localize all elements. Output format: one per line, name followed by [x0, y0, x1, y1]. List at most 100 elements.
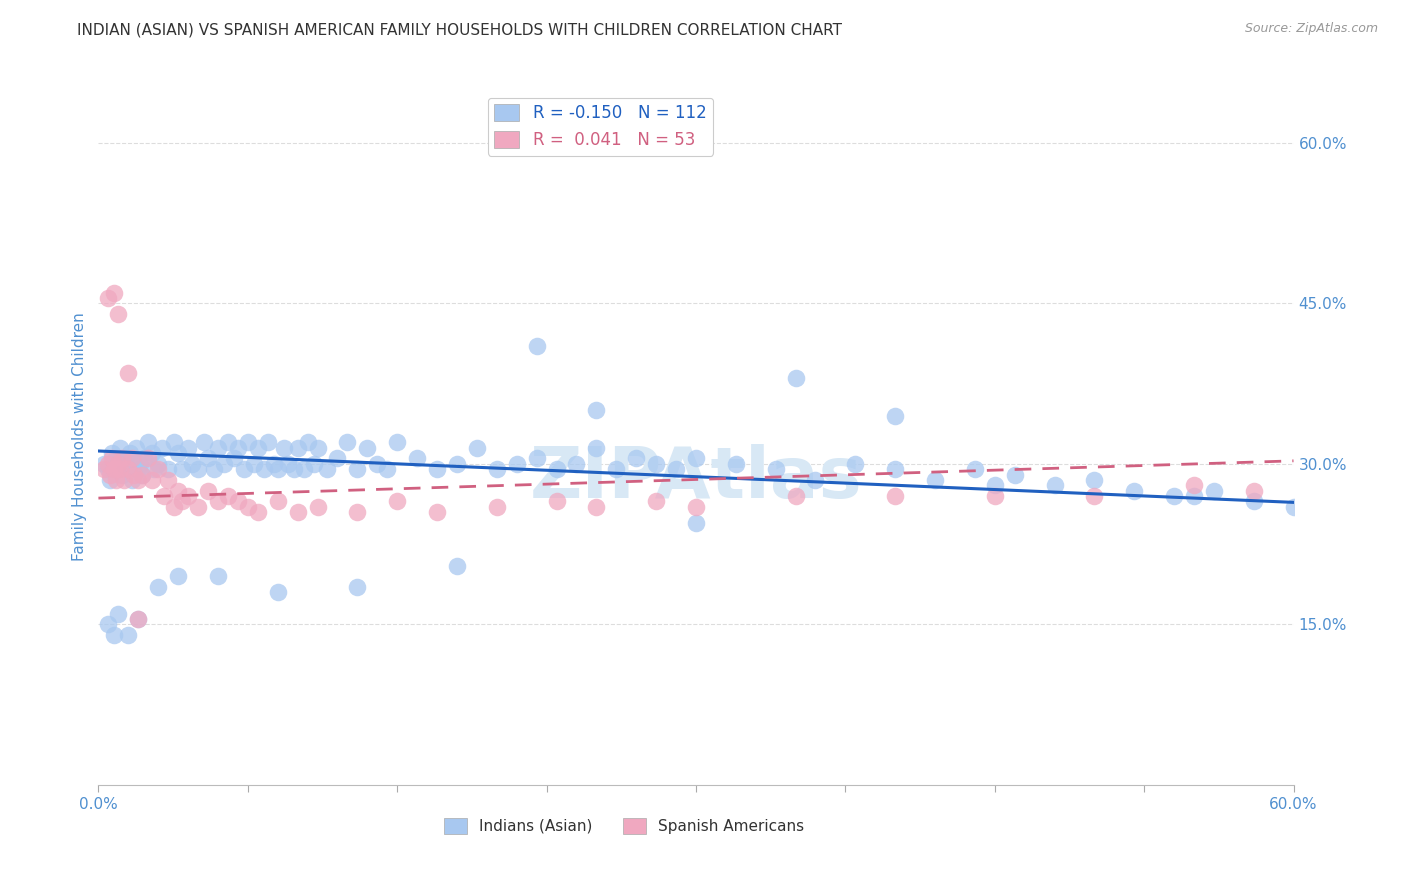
Point: [232, 462, 254, 476]
Point: [485, 500, 508, 514]
Point: [125, 441, 148, 455]
Point: [724, 457, 747, 471]
Point: [127, 462, 149, 476]
Point: [685, 451, 707, 466]
Point: [136, 451, 159, 466]
Point: [263, 457, 285, 471]
Point: [141, 446, 163, 460]
Point: [1243, 483, 1265, 498]
Point: [844, 457, 866, 471]
Point: [107, 307, 129, 321]
Point: [884, 409, 907, 423]
Point: [765, 462, 787, 476]
Text: Source: ZipAtlas.com: Source: ZipAtlas.com: [1244, 22, 1378, 36]
Point: [107, 457, 129, 471]
Point: [93, 462, 115, 476]
Point: [273, 441, 295, 455]
Point: [110, 462, 132, 476]
Point: [292, 462, 315, 476]
Point: [267, 585, 290, 599]
Point: [127, 612, 149, 626]
Point: [117, 366, 139, 380]
Point: [98, 467, 122, 482]
Point: [1182, 478, 1205, 492]
Point: [385, 494, 409, 508]
Point: [134, 451, 156, 466]
Point: [222, 451, 245, 466]
Point: [177, 489, 200, 503]
Point: [207, 441, 229, 455]
Point: [131, 467, 153, 482]
Point: [124, 467, 146, 482]
Point: [101, 451, 124, 466]
Point: [277, 457, 299, 471]
Point: [1043, 478, 1066, 492]
Point: [131, 467, 153, 482]
Point: [236, 500, 259, 514]
Point: [115, 451, 138, 466]
Point: [127, 473, 149, 487]
Point: [685, 500, 707, 514]
Point: [346, 462, 368, 476]
Point: [148, 462, 170, 476]
Point: [163, 500, 186, 514]
Point: [117, 462, 139, 476]
Point: [375, 462, 398, 476]
Point: [1163, 489, 1185, 503]
Point: [217, 435, 239, 450]
Point: [181, 457, 204, 471]
Point: [236, 435, 259, 450]
Point: [645, 494, 668, 508]
Point: [153, 489, 176, 503]
Point: [120, 446, 142, 460]
Point: [346, 505, 368, 519]
Point: [97, 617, 120, 632]
Point: [107, 462, 129, 476]
Point: [172, 494, 194, 508]
Point: [207, 569, 229, 583]
Point: [665, 462, 688, 476]
Point: [97, 457, 120, 471]
Point: [167, 446, 190, 460]
Point: [267, 462, 290, 476]
Point: [884, 489, 907, 503]
Point: [426, 462, 449, 476]
Point: [105, 473, 128, 487]
Point: [148, 580, 170, 594]
Point: [804, 473, 827, 487]
Point: [124, 457, 146, 471]
Point: [1083, 473, 1105, 487]
Point: [506, 457, 529, 471]
Point: [107, 607, 129, 621]
Point: [336, 435, 359, 450]
Point: [103, 285, 125, 300]
Point: [307, 500, 329, 514]
Point: [103, 462, 125, 476]
Point: [253, 462, 276, 476]
Point: [103, 628, 125, 642]
Point: [526, 339, 548, 353]
Point: [117, 462, 139, 476]
Text: INDIAN (ASIAN) VS SPANISH AMERICAN FAMILY HOUSEHOLDS WITH CHILDREN CORRELATION C: INDIAN (ASIAN) VS SPANISH AMERICAN FAMIL…: [77, 22, 842, 37]
Point: [1004, 467, 1026, 482]
Point: [326, 451, 349, 466]
Point: [97, 291, 120, 305]
Point: [172, 462, 194, 476]
Point: [316, 462, 339, 476]
Point: [112, 457, 135, 471]
Point: [193, 435, 215, 450]
Point: [356, 441, 378, 455]
Point: [226, 441, 249, 455]
Point: [187, 462, 209, 476]
Point: [167, 483, 190, 498]
Point: [112, 473, 135, 487]
Point: [105, 451, 128, 466]
Point: [1202, 483, 1225, 498]
Point: [97, 462, 120, 476]
Point: [526, 451, 548, 466]
Point: [1123, 483, 1146, 498]
Point: [585, 441, 607, 455]
Point: [605, 462, 627, 476]
Point: [984, 478, 1007, 492]
Point: [1182, 489, 1205, 503]
